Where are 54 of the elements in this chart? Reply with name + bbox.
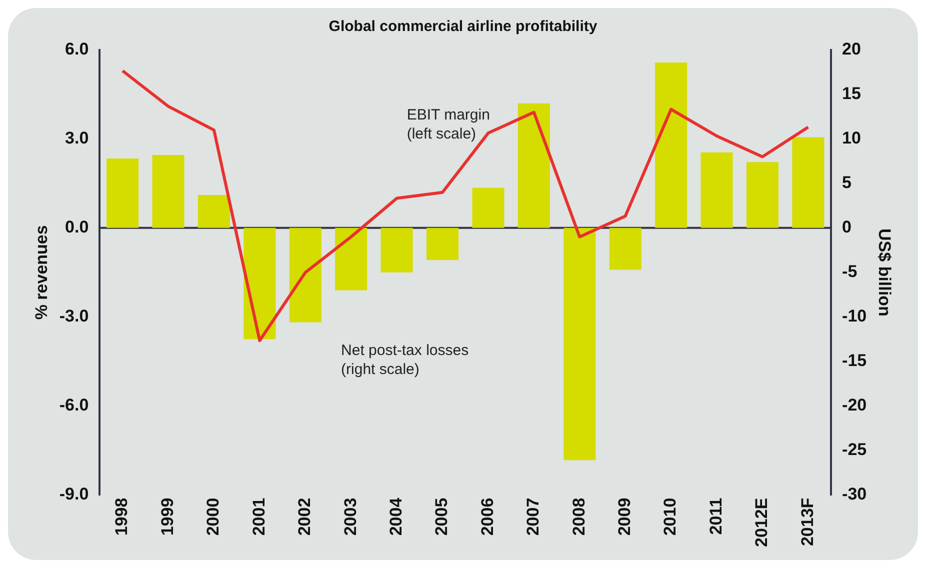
x-tick-label: 2012E	[752, 498, 772, 548]
x-tick-label: 2008	[569, 498, 588, 536]
annotation: EBIT margin (left scale)	[406, 106, 490, 142]
y2-tick-label: -10	[842, 306, 867, 326]
bar	[564, 228, 596, 460]
y-tick-label: -3.0	[59, 306, 89, 326]
x-tick-label: 1999	[158, 498, 177, 536]
bar	[380, 228, 413, 272]
y-tick-label: 6.0	[65, 40, 89, 59]
bar	[106, 158, 139, 228]
bar	[244, 228, 276, 340]
bar	[700, 152, 733, 228]
bar	[655, 62, 688, 228]
y-tick-label: 0.0	[65, 218, 89, 237]
y2-tick-label: 0	[842, 218, 852, 237]
bar	[198, 195, 230, 228]
bar	[426, 228, 459, 260]
bar	[152, 154, 184, 228]
annotation: Net post-tax losses (right scale)	[341, 342, 469, 378]
y-tick-label: -6.0	[59, 396, 89, 415]
x-tick-label: 2013F	[798, 498, 817, 546]
chart-title: Global commercial airline profitability	[328, 18, 598, 36]
x-tick-label: 2005	[432, 498, 452, 536]
y2-tick-label: -25	[842, 440, 867, 460]
x-tick-label: 2004	[386, 497, 406, 536]
x-tick-label: 2007	[524, 498, 543, 536]
y-tick-label: -9.0	[59, 484, 89, 504]
bar	[518, 103, 550, 228]
bar	[609, 228, 642, 270]
x-tick-label: 1998	[112, 498, 132, 536]
y2-tick-label: -20	[842, 396, 867, 415]
y2-tick-label: 10	[842, 128, 861, 148]
x-tick-label: 2003	[340, 498, 360, 536]
bar	[746, 162, 778, 228]
y2-tick-label: -5	[842, 262, 858, 282]
y2-tick-label: -15	[842, 351, 867, 370]
y2-tick-label: 5	[842, 173, 852, 192]
x-tick-label: 2006	[478, 498, 497, 536]
y2-axis-title: US$ billion	[875, 228, 894, 316]
x-tick-label: 2000	[204, 498, 223, 536]
bar	[289, 228, 322, 322]
x-tick-label: 2009	[615, 498, 634, 536]
y2-tick-label: 20	[842, 40, 861, 59]
x-tick-label: 2011	[706, 498, 726, 535]
y2-tick-label: -30	[842, 484, 867, 504]
bar	[792, 137, 824, 228]
y-axis-title: % revenues	[32, 225, 51, 320]
bar	[335, 228, 368, 290]
x-tick-label: 2001	[249, 498, 268, 536]
y-tick-label: 3.0	[65, 128, 89, 148]
x-tick-label: 2010	[660, 498, 680, 536]
y2-tick-label: 15	[842, 84, 861, 104]
x-tick-label: 2002	[295, 498, 314, 536]
bar	[472, 188, 504, 228]
